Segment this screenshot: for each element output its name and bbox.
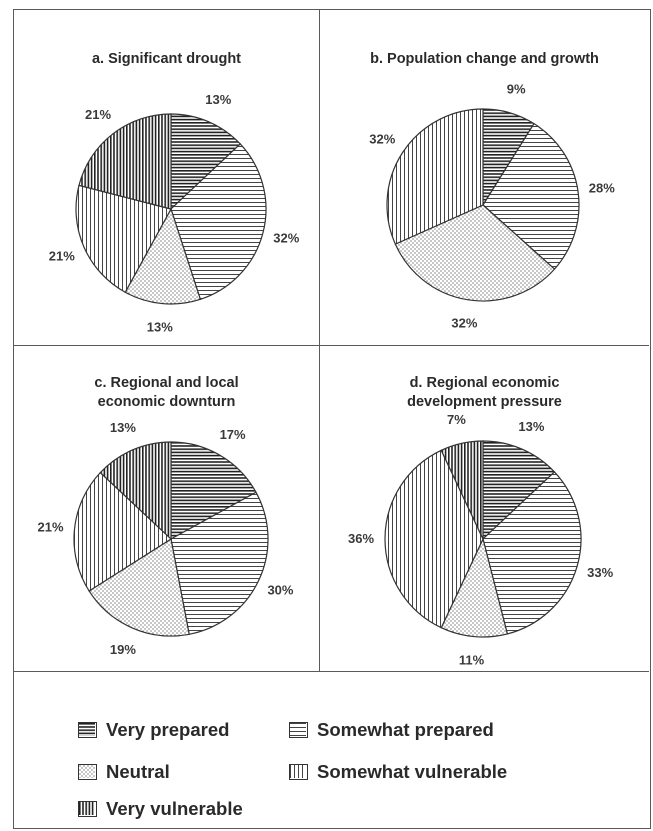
legend-item-somewhat-vulnerable: Somewhat vulnerable bbox=[289, 761, 507, 783]
legend-label: Neutral bbox=[106, 761, 170, 782]
data-label-neutral: 13% bbox=[147, 319, 173, 334]
pie-chart-a: 13% 32% 13% 21% 21% bbox=[49, 92, 300, 335]
pie-chart-b: 9% 28% 32% 32% bbox=[369, 82, 615, 331]
data-label-somewhat-vulnerable: 32% bbox=[369, 132, 395, 147]
legend-item-very-vulnerable: Very vulnerable bbox=[78, 798, 243, 820]
data-label-very-prepared: 17% bbox=[220, 427, 246, 442]
pie-chart-d: 13% 33% 11% 36% 7% bbox=[348, 412, 614, 668]
pie-slice-somewhat-vulnerable bbox=[75, 184, 172, 294]
panel-a: a. Significant drought 13% 32% 13% 21% 21% bbox=[14, 10, 320, 346]
pie-slice-somewhat-vulnerable bbox=[384, 449, 484, 629]
data-label-somewhat-vulnerable: 21% bbox=[49, 248, 75, 263]
panel-d-title: d. Regional economic development pressur… bbox=[407, 375, 562, 410]
pie-slice-somewhat-prepared bbox=[170, 143, 267, 301]
pie-slice-very-prepared bbox=[170, 113, 242, 211]
legend-item-very-prepared: Very prepared bbox=[78, 719, 229, 741]
legend-swatch-very-prepared bbox=[78, 722, 97, 738]
pie-slice-very-vulnerable bbox=[99, 441, 172, 541]
pie-slice-neutral bbox=[124, 207, 202, 305]
legend-item-neutral: Neutral bbox=[78, 761, 170, 783]
data-label-somewhat-vulnerable: 36% bbox=[348, 531, 374, 546]
legend-label: Very prepared bbox=[106, 719, 230, 740]
legend-item-somewhat-prepared: Somewhat prepared bbox=[289, 719, 494, 741]
pie-slice-very-vulnerable bbox=[440, 440, 484, 540]
legend-label: Somewhat prepared bbox=[317, 719, 494, 740]
data-label-somewhat-prepared: 32% bbox=[273, 231, 299, 246]
legend-swatch-neutral bbox=[78, 764, 97, 780]
data-label-very-prepared: 9% bbox=[507, 82, 526, 97]
legend-swatch-very-vulnerable bbox=[78, 801, 97, 817]
panel-d: d. Regional economic development pressur… bbox=[320, 346, 649, 672]
data-label-very-vulnerable: 7% bbox=[447, 412, 466, 427]
data-label-somewhat-vulnerable: 21% bbox=[38, 520, 64, 535]
panel-a-title: a. Significant drought bbox=[91, 51, 242, 67]
legend-swatch-somewhat-prepared bbox=[289, 722, 308, 738]
legend: Very prepared Somewhat prepared Neutral … bbox=[14, 672, 649, 828]
data-label-very-vulnerable: 13% bbox=[110, 420, 136, 435]
legend-label: Very vulnerable bbox=[106, 798, 243, 819]
pie-chart-c: 17% 30% 19% 21% 13% bbox=[38, 420, 294, 657]
panel-b: b. Population change and growth 9% 28% 32%… bbox=[320, 10, 649, 346]
legend-swatch-somewhat-vulnerable bbox=[289, 764, 308, 780]
data-label-very-prepared: 13% bbox=[518, 419, 544, 434]
data-label-very-prepared: 13% bbox=[205, 92, 231, 107]
pie-slice-neutral bbox=[440, 537, 509, 638]
pie-slice-neutral bbox=[394, 204, 556, 302]
pie-slice-somewhat-prepared bbox=[482, 122, 580, 270]
legend-label: Somewhat vulnerable bbox=[317, 761, 508, 782]
data-label-somewhat-prepared: 28% bbox=[589, 180, 615, 195]
data-label-somewhat-prepared: 30% bbox=[267, 583, 293, 598]
data-label-neutral: 11% bbox=[459, 652, 485, 667]
pie-slice-somewhat-prepared bbox=[170, 491, 269, 635]
pie-slice-very-prepared bbox=[170, 441, 257, 541]
data-label-somewhat-prepared: 33% bbox=[587, 565, 613, 580]
data-label-neutral: 19% bbox=[110, 642, 136, 657]
figure-frame: a. Significant drought 13% 32% 13% 21% 21% b… bbox=[13, 9, 651, 829]
panel-c: c. Regional and local economic downturn … bbox=[14, 346, 320, 672]
pie-slice-somewhat-vulnerable bbox=[386, 108, 484, 245]
pie-slice-neutral bbox=[88, 538, 190, 637]
pie-slice-very-vulnerable bbox=[78, 113, 172, 210]
pie-slice-very-prepared bbox=[482, 440, 556, 541]
panel-b-title: b. Population change and growth bbox=[370, 51, 599, 67]
data-label-neutral: 32% bbox=[451, 316, 477, 331]
data-label-very-vulnerable: 21% bbox=[85, 107, 111, 122]
pie-slice-somewhat-vulnerable bbox=[73, 471, 172, 592]
pie-slice-somewhat-prepared bbox=[482, 471, 582, 635]
panel-c-title: c. Regional and local economic downturn bbox=[94, 375, 239, 410]
